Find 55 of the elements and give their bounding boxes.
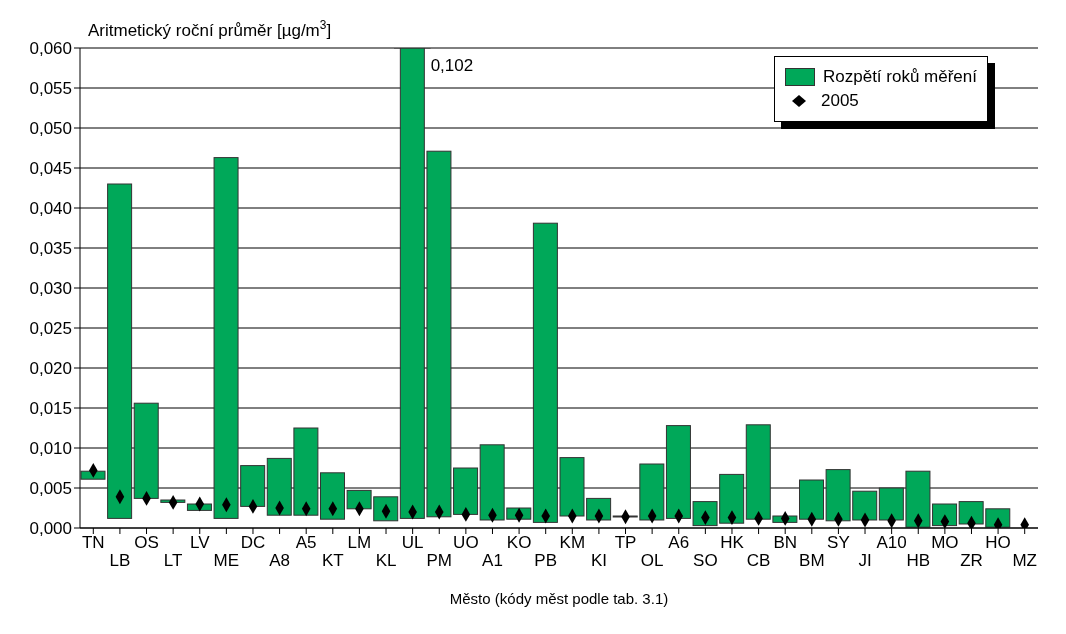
x-tick-label: TP bbox=[614, 533, 637, 552]
x-tick-label: JI bbox=[858, 551, 872, 570]
y-tick-label: 0,015 bbox=[29, 399, 72, 419]
y-tick-label: 0,000 bbox=[29, 519, 72, 539]
x-tick-label: MO bbox=[931, 533, 959, 552]
x-tick-label: OL bbox=[640, 551, 664, 570]
x-tick-label: HB bbox=[906, 551, 931, 570]
x-tick-label: LT bbox=[163, 551, 183, 570]
x-tick-label: PM bbox=[426, 551, 452, 570]
y-tick-label: 0,045 bbox=[29, 159, 72, 179]
x-tick-label: A6 bbox=[668, 533, 690, 552]
x-tick-label: UO bbox=[453, 533, 479, 552]
x-tick-label: KO bbox=[506, 533, 532, 552]
x-tick-label: ZR bbox=[960, 551, 983, 570]
x-tick-label: DC bbox=[240, 533, 266, 552]
x-axis-title: Město (kódy měst podle tab. 3.1) bbox=[449, 590, 669, 607]
x-tick-label: PB bbox=[534, 551, 558, 570]
x-tick-label: TN bbox=[81, 533, 105, 552]
y-tick-label: 0,040 bbox=[29, 199, 72, 219]
y-tick-label: 0,035 bbox=[29, 239, 72, 259]
y-tick-label: 0,055 bbox=[29, 79, 72, 99]
x-tick-label: BN bbox=[773, 533, 798, 552]
y-tick-label: 0,005 bbox=[29, 479, 72, 499]
x-tick-label: LM bbox=[347, 533, 372, 552]
x-tick-label: LV bbox=[189, 533, 211, 552]
x-tick-label: UL bbox=[401, 533, 424, 552]
x-tick-label: KM bbox=[559, 533, 586, 552]
x-tick-label: HK bbox=[720, 533, 745, 552]
x-tick-label: HO bbox=[985, 533, 1011, 552]
x-tick-label: SO bbox=[693, 551, 718, 570]
y-tick-label: 0,010 bbox=[29, 439, 72, 459]
x-tick-label: KT bbox=[321, 551, 344, 570]
bar bbox=[133, 402, 159, 499]
x-tick-label: A5 bbox=[295, 533, 317, 552]
legend-label: 2005 bbox=[820, 91, 859, 111]
x-tick-label: MZ bbox=[1012, 551, 1037, 570]
y-tick-label: 0,020 bbox=[29, 359, 72, 379]
x-tick-label: SY bbox=[827, 533, 850, 552]
x-tick-label: KL bbox=[375, 551, 397, 570]
x-tick-label: A10 bbox=[876, 533, 907, 552]
x-tick-label: BM bbox=[799, 551, 825, 570]
y-tick-label: 0,060 bbox=[29, 39, 72, 59]
y-tick-label: 0,025 bbox=[29, 319, 72, 339]
x-tick-label: LB bbox=[109, 551, 131, 570]
annotation: 0,102 bbox=[430, 56, 474, 76]
x-tick-label: A8 bbox=[269, 551, 290, 570]
x-tick-label: KI bbox=[590, 551, 607, 570]
x-tick-label: CB bbox=[746, 551, 771, 570]
y-tick-label: 0,030 bbox=[29, 279, 72, 299]
y-tick-label: 0,050 bbox=[29, 119, 72, 139]
x-tick-label: ME bbox=[213, 551, 240, 570]
x-tick-label: A1 bbox=[482, 551, 503, 570]
legend-label: Rozpětí roků měření bbox=[822, 67, 977, 87]
y-axis-title: Aritmetický roční průměr [µg/m$^{3}$] bbox=[88, 18, 332, 40]
x-tick-label: OS bbox=[134, 533, 159, 552]
